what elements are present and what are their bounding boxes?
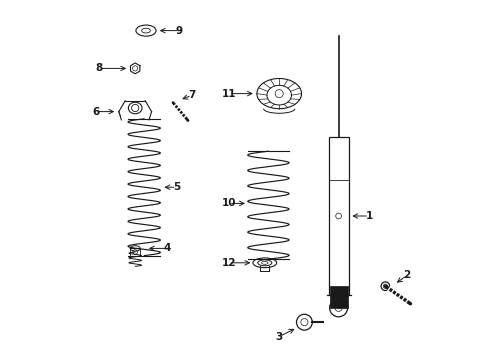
Text: 7: 7 xyxy=(188,90,196,100)
Text: 2: 2 xyxy=(403,270,411,280)
Text: 10: 10 xyxy=(221,198,236,208)
Circle shape xyxy=(381,282,390,291)
Text: 12: 12 xyxy=(221,258,236,268)
Text: 11: 11 xyxy=(221,89,236,99)
Text: 4: 4 xyxy=(164,243,171,253)
Text: 8: 8 xyxy=(96,63,103,73)
Text: 6: 6 xyxy=(92,107,99,117)
Text: 9: 9 xyxy=(176,26,183,36)
Text: 3: 3 xyxy=(275,332,283,342)
Text: 1: 1 xyxy=(366,211,373,221)
Text: 5: 5 xyxy=(173,182,180,192)
